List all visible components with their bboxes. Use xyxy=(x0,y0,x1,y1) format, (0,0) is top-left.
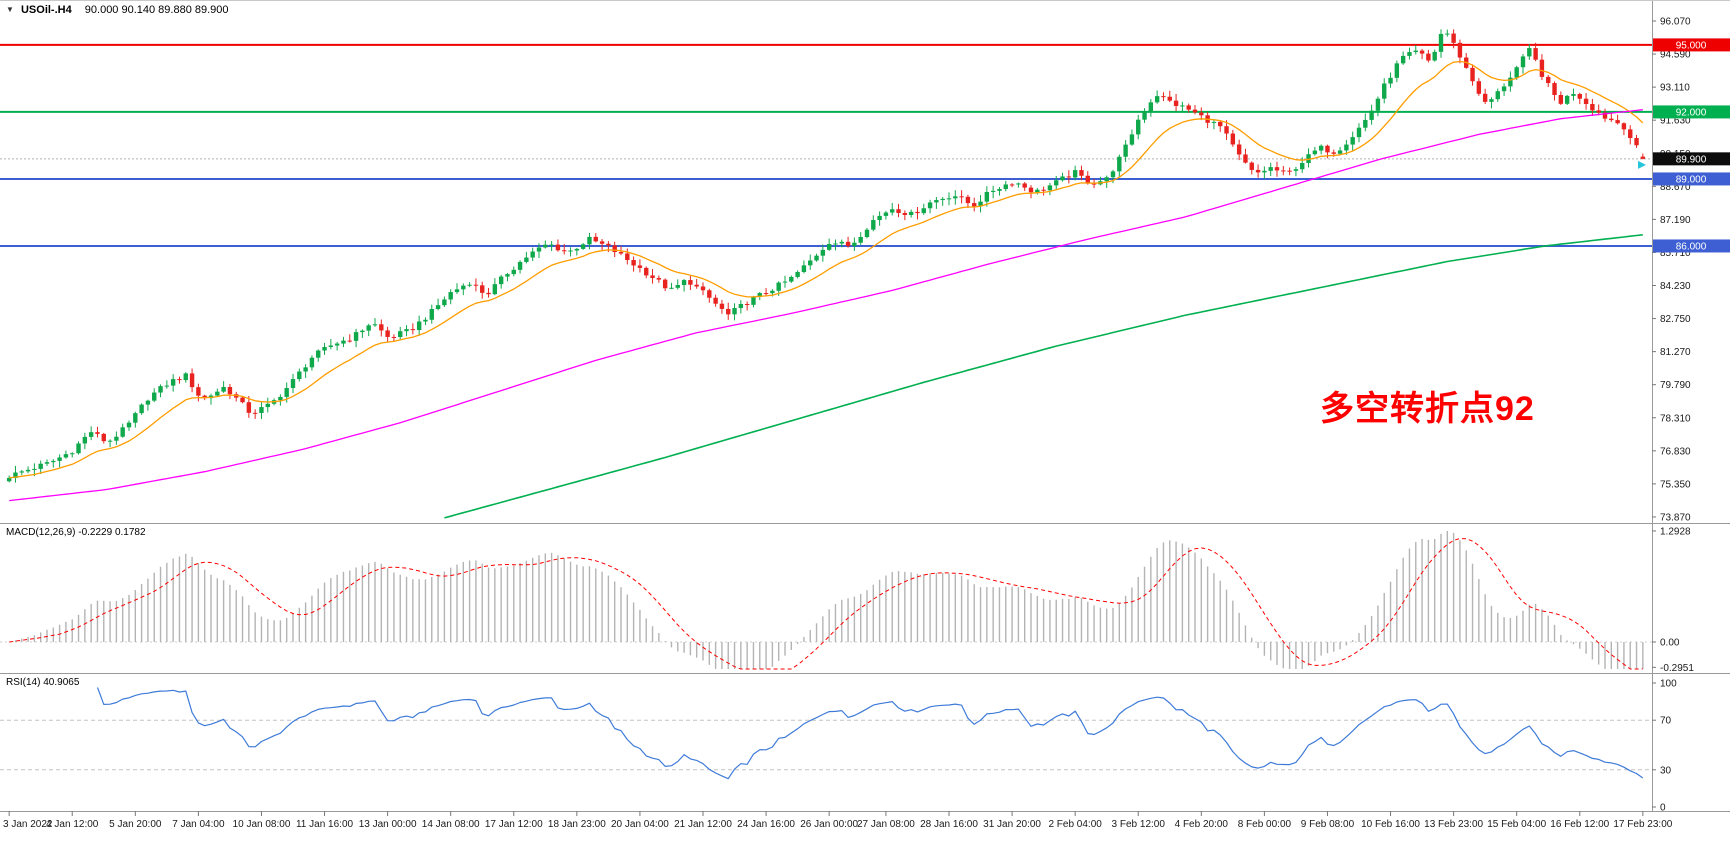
svg-text:18 Jan 23:00: 18 Jan 23:00 xyxy=(548,819,606,830)
svg-text:-0.2951: -0.2951 xyxy=(1660,663,1694,674)
collapse-icon[interactable]: ▼ xyxy=(6,5,14,14)
svg-text:16 Feb 12:00: 16 Feb 12:00 xyxy=(1550,819,1609,830)
macd-signal-line xyxy=(9,538,1643,670)
svg-text:93.110: 93.110 xyxy=(1660,83,1690,94)
svg-text:7 Jan 04:00: 7 Jan 04:00 xyxy=(172,819,225,830)
ma-fast-line xyxy=(9,60,1644,479)
svg-text:13 Feb 23:00: 13 Feb 23:00 xyxy=(1424,819,1483,830)
svg-text:75.350: 75.350 xyxy=(1660,479,1691,490)
svg-text:95.000: 95.000 xyxy=(1676,40,1707,51)
svg-text:20 Jan 04:00: 20 Jan 04:00 xyxy=(611,819,669,830)
svg-text:4 Jan 12:00: 4 Jan 12:00 xyxy=(46,819,99,830)
svg-text:27 Jan 08:00: 27 Jan 08:00 xyxy=(857,819,915,830)
svg-text:100: 100 xyxy=(1660,679,1677,690)
macd-histogram xyxy=(14,530,1644,669)
svg-text:14 Jan 08:00: 14 Jan 08:00 xyxy=(422,819,480,830)
svg-text:79.790: 79.790 xyxy=(1660,380,1691,391)
candlestick-series xyxy=(6,29,1646,483)
macd-axis[interactable]: 1.2928 0.00 -0.2951 xyxy=(1652,526,1694,674)
svg-text:84.230: 84.230 xyxy=(1660,281,1691,292)
svg-text:2 Feb 04:00: 2 Feb 04:00 xyxy=(1048,819,1102,830)
chart-annotation[interactable]: 多空转折点92 xyxy=(1320,390,1535,428)
svg-text:3 Feb 12:00: 3 Feb 12:00 xyxy=(1112,819,1166,830)
svg-text:8 Feb 00:00: 8 Feb 00:00 xyxy=(1238,819,1292,830)
svg-text:91.630: 91.630 xyxy=(1660,116,1691,127)
svg-text:31 Jan 20:00: 31 Jan 20:00 xyxy=(983,819,1041,830)
rsi-indicator-label: RSI(14) 40.9065 xyxy=(6,677,80,688)
price-axis[interactable]: 96.07094.59093.11091.63090.15088.67087.1… xyxy=(1652,17,1691,524)
svg-text:0.00: 0.00 xyxy=(1660,638,1680,649)
svg-text:85.710: 85.710 xyxy=(1660,248,1691,259)
rsi-level-lines xyxy=(0,719,1652,771)
svg-text:76.830: 76.830 xyxy=(1660,446,1691,457)
svg-text:11 Jan 16:00: 11 Jan 16:00 xyxy=(296,819,354,830)
ohlc-values: 90.000 90.140 89.880 89.900 xyxy=(84,4,229,16)
rsi-line xyxy=(96,687,1644,780)
svg-text:1.2928: 1.2928 xyxy=(1660,526,1691,537)
price-line-labels: 95.000 92.000 89.000 86.000 xyxy=(1653,38,1730,253)
svg-text:92.000: 92.000 xyxy=(1676,107,1707,118)
svg-text:17 Feb 23:00: 17 Feb 23:00 xyxy=(1613,819,1672,830)
svg-text:4 Feb 20:00: 4 Feb 20:00 xyxy=(1175,819,1229,830)
svg-text:88.670: 88.670 xyxy=(1660,182,1691,193)
svg-text:5 Jan 20:00: 5 Jan 20:00 xyxy=(109,819,162,830)
svg-text:10 Feb 16:00: 10 Feb 16:00 xyxy=(1361,819,1420,830)
svg-text:21 Jan 12:00: 21 Jan 12:00 xyxy=(674,819,732,830)
panel-separators xyxy=(0,1,1730,812)
svg-text:3 Jan 2022: 3 Jan 2022 xyxy=(3,819,53,830)
svg-text:73.870: 73.870 xyxy=(1660,512,1691,523)
svg-text:70: 70 xyxy=(1660,716,1672,727)
svg-text:78.310: 78.310 xyxy=(1660,413,1691,424)
svg-text:87.190: 87.190 xyxy=(1660,215,1691,226)
ma-slow-line xyxy=(444,234,1643,519)
svg-text:28 Jan 16:00: 28 Jan 16:00 xyxy=(920,819,978,830)
svg-text:89.900: 89.900 xyxy=(1676,154,1707,165)
svg-text:26 Jan 00:00: 26 Jan 00:00 xyxy=(800,819,858,830)
svg-text:30: 30 xyxy=(1660,765,1672,776)
svg-text:10 Jan 08:00: 10 Jan 08:00 xyxy=(233,819,291,830)
rsi-axis[interactable]: 100 70 30 0 xyxy=(1652,679,1677,814)
bid-arrow-icon xyxy=(1638,160,1646,169)
horizontal-price-lines[interactable] xyxy=(0,43,1652,247)
svg-text:81.270: 81.270 xyxy=(1660,347,1691,358)
ma-mid-line xyxy=(9,109,1643,502)
chart-title: ▼ USOil-.H4 90.000 90.140 89.880 89.900 xyxy=(6,4,229,16)
svg-text:89.000: 89.000 xyxy=(1676,174,1707,185)
symbol-label: USOil-.H4 xyxy=(20,4,72,16)
svg-text:17 Jan 12:00: 17 Jan 12:00 xyxy=(485,819,543,830)
svg-text:86.000: 86.000 xyxy=(1676,241,1707,252)
svg-text:82.750: 82.750 xyxy=(1660,314,1691,325)
svg-text:94.590: 94.590 xyxy=(1660,50,1691,61)
svg-text:0: 0 xyxy=(1660,803,1666,814)
svg-text:24 Jan 16:00: 24 Jan 16:00 xyxy=(737,819,795,830)
macd-indicator-label: MACD(12,26,9) -0.2229 0.1782 xyxy=(6,527,146,538)
svg-text:13 Jan 00:00: 13 Jan 00:00 xyxy=(359,819,417,830)
svg-text:9 Feb 08:00: 9 Feb 08:00 xyxy=(1301,819,1355,830)
svg-text:96.070: 96.070 xyxy=(1660,17,1691,28)
current-price-label: 89.900 xyxy=(1653,152,1730,166)
svg-text:15 Feb 04:00: 15 Feb 04:00 xyxy=(1487,819,1546,830)
